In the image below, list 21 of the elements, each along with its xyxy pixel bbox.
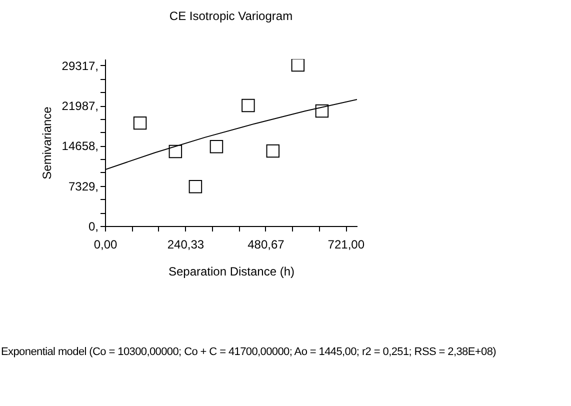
point xyxy=(168,144,182,158)
y-tick-label: 7329, xyxy=(68,179,98,194)
chart-title: CE Isotropic Variogram xyxy=(169,9,293,23)
x-tick-label: 480,67 xyxy=(248,238,285,252)
x-axis-title: Separation Distance (h) xyxy=(168,264,295,278)
y-tick-label: 29317, xyxy=(62,58,98,73)
y-axis-title: Semivariance xyxy=(40,106,54,180)
x-tick-label: 721,00 xyxy=(328,238,365,252)
point xyxy=(291,59,305,72)
x-tick-label: 0,00 xyxy=(94,238,118,252)
x-tick-label: 240,33 xyxy=(167,238,204,252)
point xyxy=(266,144,280,158)
point xyxy=(242,98,255,112)
point xyxy=(133,116,147,130)
point xyxy=(210,140,224,154)
y-tick-label: 14658, xyxy=(62,139,98,154)
text: Exponential model (Co = 10300,00000; Co + C = 41700,00000; Ao = 1445,00; r2 = 0,251; RSS = 2,38E+08) xyxy=(1,345,498,360)
y-tick-label: 21987, xyxy=(62,99,98,114)
y-tick-label: 0, xyxy=(88,220,98,234)
point xyxy=(315,104,329,118)
point xyxy=(188,180,202,194)
